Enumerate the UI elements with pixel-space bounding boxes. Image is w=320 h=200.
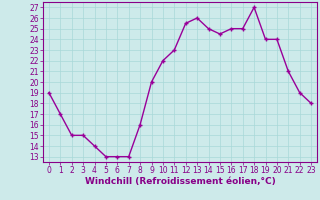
X-axis label: Windchill (Refroidissement éolien,°C): Windchill (Refroidissement éolien,°C) (84, 177, 276, 186)
